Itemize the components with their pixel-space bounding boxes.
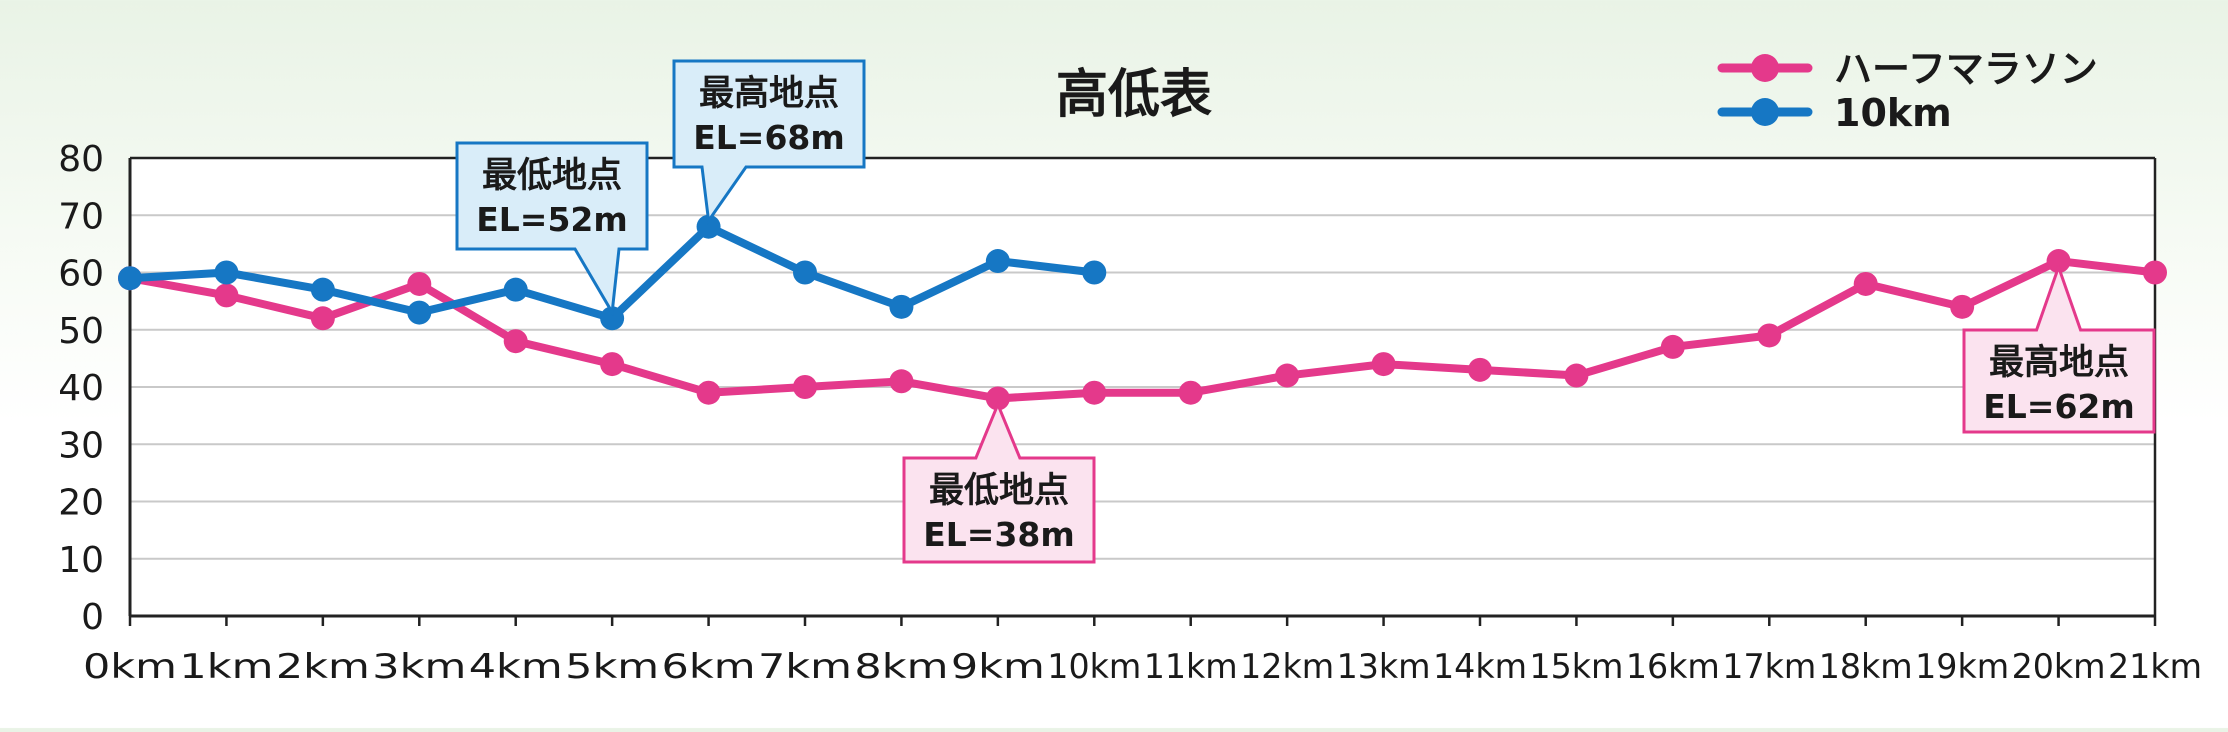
x-tick-label: 17km (1722, 647, 1816, 687)
data-point-half-marathon (1275, 363, 1300, 388)
x-tick-label: 21km (2108, 647, 2202, 687)
x-tick-label: 19km (1915, 647, 2009, 687)
callout-10km-lowest: 最低地点 EL=52m (455, 141, 649, 317)
x-tick-label: 14km (1433, 647, 1527, 687)
callout-value: EL=52m (476, 200, 628, 239)
y-tick-label: 10 (58, 540, 104, 581)
callout-box (1962, 262, 2156, 434)
x-tick-label: 9km (951, 647, 1045, 687)
x-tick-label: 3km (372, 647, 466, 687)
x-tick-label: 10km (1047, 647, 1141, 687)
x-tick-label: 16km (1626, 647, 1720, 687)
series-line-half-marathon (126, 257, 2159, 403)
data-point-half-marathon (1564, 363, 1589, 388)
legend-item-10km: 10km (1717, 91, 1952, 135)
callout-value: EL=62m (1983, 387, 2135, 426)
callout-box (902, 400, 1096, 564)
y-tick-label: 20 (58, 483, 104, 524)
callout-title: 最高地点 (1989, 343, 2129, 383)
y-tick-label: 50 (58, 311, 104, 352)
y-tick-label: 70 (58, 196, 104, 237)
x-tick-label: 4km (469, 647, 563, 687)
data-point-10km (889, 294, 914, 319)
data-point-half-marathon (696, 380, 721, 405)
x-tick-label: 0km (83, 647, 177, 687)
data-point-half-marathon (600, 352, 625, 377)
data-point-10km (214, 260, 239, 285)
legend-marker-10km (1751, 98, 1779, 126)
data-point-half-marathon (1660, 334, 1685, 359)
data-point-half-marathon (1468, 357, 1492, 382)
callout-value: EL=38m (923, 515, 1075, 554)
callout-value: EL=68m (693, 118, 845, 157)
chart-title: 高低表 (1056, 65, 1212, 125)
data-point-half-marathon (1853, 271, 1878, 296)
x-tick-label: 11km (1144, 647, 1238, 687)
callout-box (455, 141, 649, 317)
data-point-10km (1082, 260, 1107, 285)
callout-half-marathon-highest: 最高地点 EL=62m (1962, 262, 2156, 434)
data-point-half-marathon (1757, 323, 1782, 348)
plot-area: 0 10 20 30 40 50 60 70 80 0km 1km 2km 3km 4km 5km 6km 7k… (58, 59, 2202, 687)
data-point-half-marathon (985, 386, 1010, 411)
data-point-10km (696, 214, 721, 239)
data-point-10km (793, 260, 817, 285)
y-tick-label: 40 (58, 368, 104, 409)
data-point-half-marathon (503, 329, 528, 354)
x-tick-label: 7km (758, 647, 852, 687)
x-tick-label: 1km (179, 647, 273, 687)
callout-title: 最高地点 (699, 74, 839, 114)
data-point-10km (310, 277, 335, 302)
legend-label-half-marathon: ハーフマラソン (1834, 47, 2098, 91)
x-tick-label: 12km (1240, 647, 1334, 687)
callout-10km-highest: 最高地点 EL=68m (672, 59, 866, 225)
data-point-half-marathon (1950, 294, 1975, 319)
legend: ハーフマラソン 10km (1717, 47, 2098, 135)
callout-title: 最低地点 (482, 156, 622, 196)
x-tick-label: 18km (1819, 647, 1913, 687)
data-point-half-marathon (310, 306, 335, 331)
data-point-half-marathon (1178, 380, 1203, 405)
x-tick-label: 8km (854, 647, 948, 687)
data-point-10km (503, 277, 528, 302)
x-tick-label: 15km (1529, 647, 1623, 687)
callout-half-marathon-lowest: 最低地点 EL=38m (902, 400, 1096, 564)
legend-item-half-marathon: ハーフマラソン (1717, 47, 2098, 91)
x-tick-label: 5km (565, 647, 659, 687)
data-point-half-marathon (407, 271, 432, 296)
data-point-half-marathon (2143, 260, 2167, 285)
x-tick-label: 20km (2012, 647, 2106, 687)
x-tick-label: 6km (662, 647, 756, 687)
legend-marker-half-marathon (1751, 54, 1779, 82)
x-tick-label: 13km (1337, 647, 1431, 687)
y-tick-label: 60 (58, 254, 104, 295)
data-point-10km (118, 266, 142, 291)
legend-label-10km: 10km (1834, 91, 1952, 135)
data-point-10km (600, 306, 625, 331)
y-tick-label: 80 (58, 139, 104, 180)
data-point-half-marathon (1082, 380, 1107, 405)
data-point-half-marathon (889, 369, 914, 394)
data-point-half-marathon (1371, 352, 1396, 377)
callout-box (672, 59, 866, 225)
data-point-half-marathon (793, 375, 817, 399)
y-tick-label: 0 (81, 597, 104, 638)
data-point-10km (407, 300, 432, 325)
data-point-10km (985, 249, 1010, 274)
y-tick-label: 30 (58, 425, 104, 466)
x-tick-label: 2km (276, 647, 370, 687)
callout-title: 最低地点 (929, 471, 1069, 511)
data-point-half-marathon (214, 283, 239, 308)
data-point-half-marathon (2046, 249, 2071, 274)
